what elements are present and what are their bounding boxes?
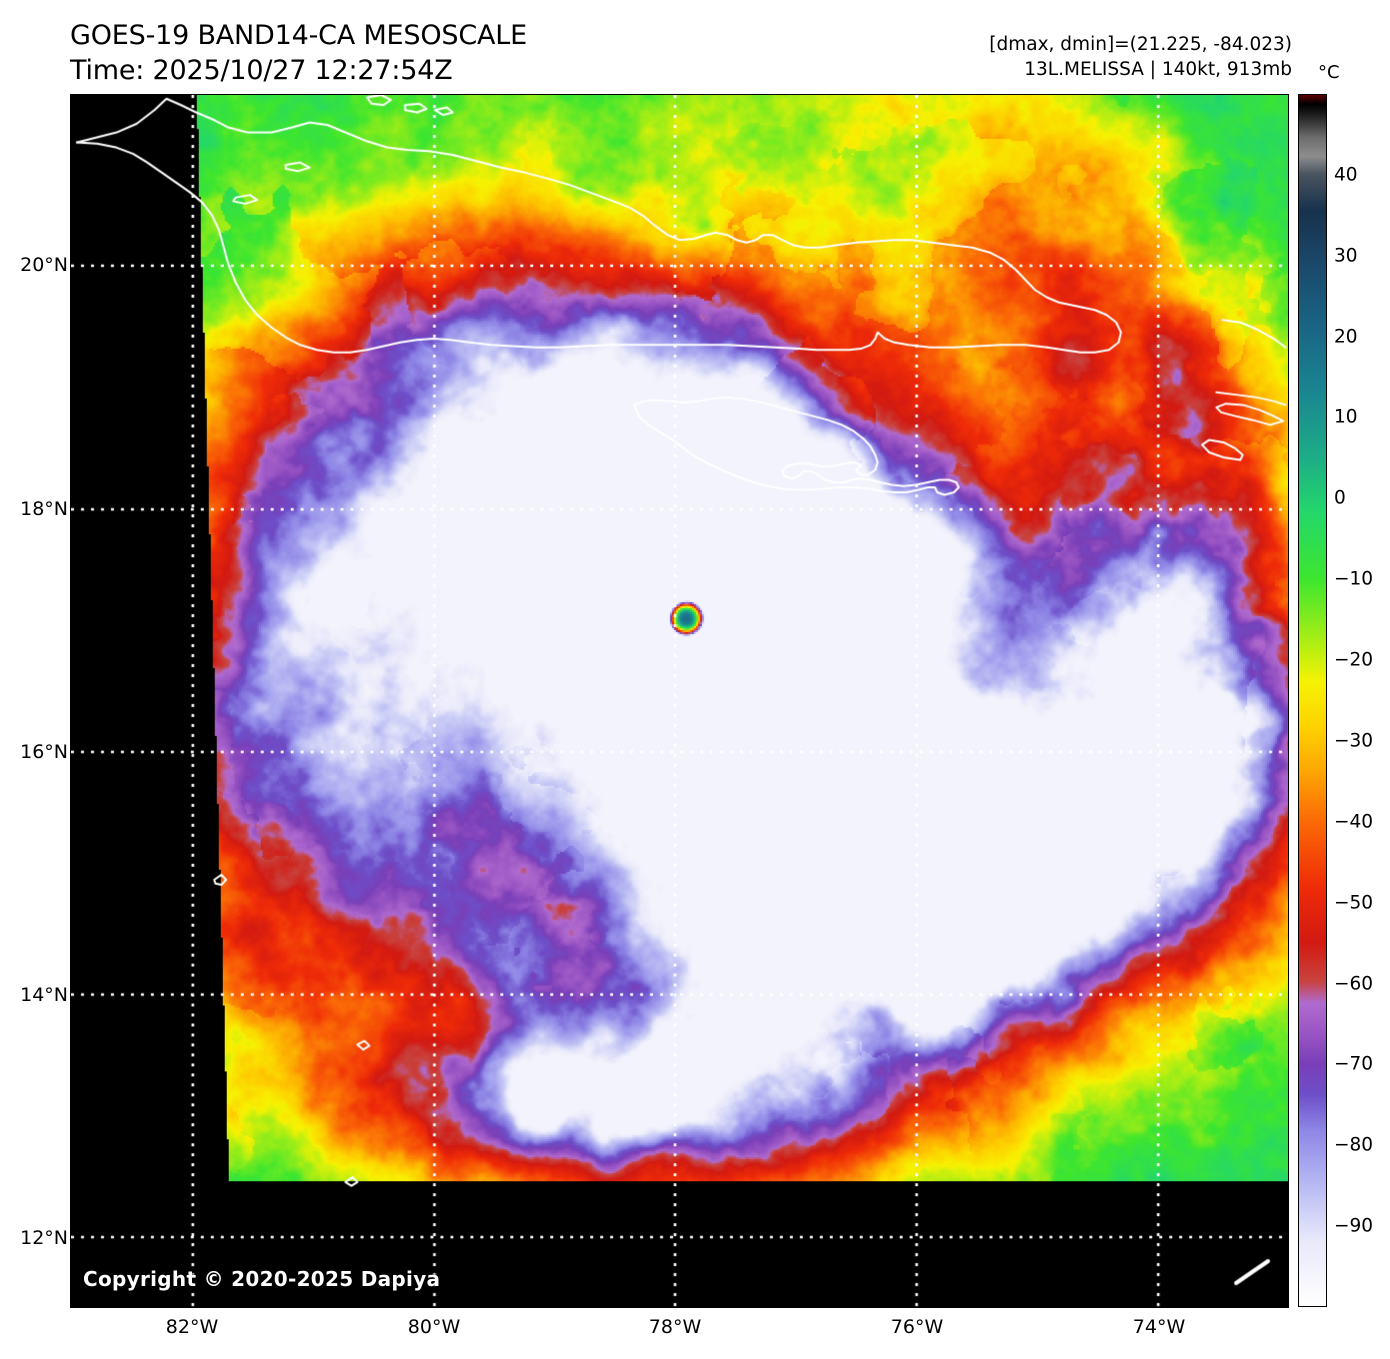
satellite-image-plot[interactable]: Copyright © 2020-2025 Dapiya [70, 94, 1289, 1308]
latitude-tick-2: 16°N [20, 741, 68, 763]
latitude-tick-3: 14°N [20, 984, 68, 1006]
colorbar-tick-5: −10 [1334, 568, 1374, 590]
latitude-tick-0: 20°N [20, 254, 68, 276]
colorbar-tick-8: −40 [1334, 811, 1374, 833]
colorbar-tick-0: 40 [1334, 164, 1358, 186]
observation-time: Time: 2025/10/27 12:27:54Z [70, 55, 453, 87]
header-title-block: GOES-19 BAND14-CA MESOSCALE Time: 2025/1… [70, 18, 527, 88]
colorbar-tick-13: −90 [1334, 1215, 1374, 1237]
copyright-notice: Copyright © 2020-2025 Dapiya [83, 1267, 441, 1291]
colorbar-unit-label: °C [1318, 62, 1340, 83]
storm-info-label: 13L.MELISSA | 140kt, 913mb [1024, 59, 1292, 81]
colorbar-tick-6: −20 [1334, 649, 1374, 671]
header-metadata-block: [dmax, dmin]=(21.225, -84.023) 13L.MELIS… [989, 32, 1292, 82]
colorbar-tick-12: −80 [1334, 1134, 1374, 1156]
colorbar-tick-7: −30 [1334, 730, 1374, 752]
dmax-dmin-label: [dmax, dmin]=(21.225, -84.023) [989, 34, 1292, 55]
colorbar-tick-10: −60 [1334, 973, 1374, 995]
page-title: GOES-19 BAND14-CA MESOSCALE [70, 20, 527, 51]
colorbar-tick-11: −70 [1334, 1053, 1374, 1075]
latitude-tick-1: 18°N [20, 498, 68, 520]
longitude-tick-3: 76°W [890, 1316, 944, 1338]
infrared-satellite-imagery [71, 95, 1288, 1307]
colorbar-tick-9: −50 [1334, 892, 1374, 914]
longitude-tick-2: 78°W [648, 1316, 702, 1338]
longitude-tick-1: 80°W [407, 1316, 461, 1338]
colorbar-gradient [1299, 95, 1326, 1306]
colorbar-tick-3: 10 [1334, 406, 1358, 428]
colorbar [1298, 94, 1327, 1307]
colorbar-tick-1: 30 [1334, 245, 1358, 267]
colorbar-tick-2: 20 [1334, 326, 1358, 348]
longitude-tick-4: 74°W [1132, 1316, 1186, 1338]
colorbar-tick-4: 0 [1334, 487, 1346, 509]
longitude-tick-0: 82°W [165, 1316, 219, 1338]
latitude-tick-4: 12°N [20, 1227, 68, 1249]
